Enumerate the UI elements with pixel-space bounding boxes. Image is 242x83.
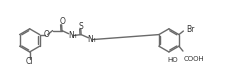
Text: N: N (68, 31, 74, 40)
Text: H: H (91, 38, 96, 43)
Text: O: O (59, 17, 65, 26)
Text: H: H (72, 34, 76, 39)
Text: HO: HO (167, 57, 178, 63)
Text: COOH: COOH (183, 56, 204, 62)
Text: O: O (44, 30, 50, 39)
Text: Br: Br (187, 25, 195, 34)
Text: N: N (88, 35, 93, 44)
Text: Cl: Cl (26, 57, 33, 66)
Text: S: S (79, 22, 84, 31)
